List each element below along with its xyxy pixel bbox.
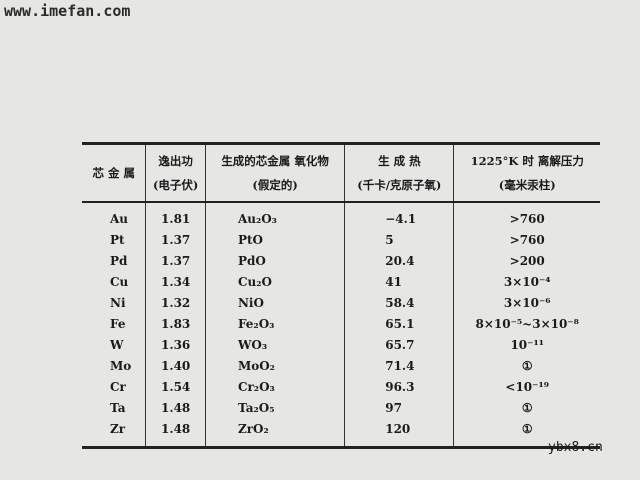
table-cell: Au: [110, 212, 129, 226]
table-cell: >760: [453, 229, 600, 251]
header-unit: (千卡/克原子氧): [357, 177, 442, 192]
table-cell: 5: [344, 229, 454, 251]
table-cell: 96.3: [344, 376, 454, 398]
column-header: 生成的芯金属 氧化物 (假定的): [204, 143, 345, 202]
header-title: 1225°K 时 离解压力: [470, 153, 584, 168]
table-cell: NiO: [204, 292, 345, 314]
table-cell: 8×10⁻⁵~3×10⁻⁸: [453, 313, 600, 335]
table-cell: <10⁻¹⁹: [453, 376, 600, 398]
table-cell: ZrO₂: [204, 418, 345, 447]
header-unit: (电子伏): [152, 177, 199, 192]
table-cell: Ta₂O₅: [204, 397, 345, 419]
header-title: 生 成 热: [378, 153, 421, 168]
table-cell: 3×10⁻⁶: [453, 292, 600, 314]
header-unit: (毫米汞柱): [498, 177, 556, 192]
table-cell: −4.1: [344, 201, 454, 230]
table-cell: 1.37: [145, 250, 206, 272]
table-cell: Fe: [110, 317, 126, 331]
table-row: Mo 1.40 MoO₂ 71.4 ①: [82, 355, 600, 377]
table-cell: 10⁻¹¹: [453, 334, 600, 356]
header-row: 芯 金 属 逸出功 (电子伏) 生成的芯金属 氧化物 (假定的) 生 成 热 (千卡/克原子…: [82, 143, 600, 202]
header-unit: (假定的): [252, 177, 298, 192]
header-title: 逸出功: [158, 153, 193, 168]
table-cell: 20.4: [344, 250, 454, 272]
table-cell: Mo: [110, 359, 132, 373]
table-cell: PdO: [204, 250, 345, 272]
table-row: Pd 1.37 PdO 20.4 >200: [82, 250, 600, 272]
table-cell: 65.1: [344, 313, 454, 335]
table-row: Au 1.81 Au₂O₃ −4.1 >760: [82, 201, 600, 230]
table-cell: Zr: [110, 422, 126, 436]
table-cell: 1.83: [145, 313, 206, 335]
table-cell: 41: [344, 271, 454, 293]
metal-oxide-table: 芯 金 属 逸出功 (电子伏) 生成的芯金属 氧化物 (假定的) 生 成 热 (千卡/克原子…: [82, 142, 600, 449]
watermark-top: www.imefan.com: [4, 2, 131, 20]
table-cell: 1.81: [145, 201, 206, 230]
column-header: 生 成 热 (千卡/克原子氧): [344, 143, 454, 202]
watermark-bottom: ybx8.cn: [548, 440, 603, 455]
table-cell: 1.48: [145, 397, 206, 419]
table-cell: Fe₂O₃: [204, 313, 345, 335]
table-cell: 1.54: [145, 376, 206, 398]
table-row: Zr 1.48 ZrO₂ 120 ①: [82, 418, 600, 447]
table-cell: ①: [453, 355, 600, 377]
table-cell: >200: [453, 250, 600, 272]
header-title: 生成的芯金属 氧化物: [221, 153, 329, 168]
table-row: Fe 1.83 Fe₂O₃ 65.1 8×10⁻⁵~3×10⁻⁸: [82, 313, 600, 335]
table-cell: 1.48: [145, 418, 206, 447]
table-row: Cu 1.34 Cu₂O 41 3×10⁻⁴: [82, 271, 600, 293]
table-cell: Ni: [110, 296, 126, 310]
table-body: Au 1.81 Au₂O₃ −4.1 >760 Pt 1.37 PtO 5 >760 Pd 1.37 P…: [82, 201, 600, 447]
table-cell: ①: [453, 418, 600, 447]
table-cell: 58.4: [344, 292, 454, 314]
table-cell: W: [110, 338, 124, 352]
header-title: 芯 金 属: [92, 165, 135, 180]
table-cell: PtO: [204, 229, 345, 251]
table-cell: WO₃: [204, 334, 345, 356]
table-cell: Au₂O₃: [204, 201, 345, 230]
table-cell: MoO₂: [204, 355, 345, 377]
table-cell: >760: [453, 201, 600, 230]
table-cell: 1.32: [145, 292, 206, 314]
column-header: 芯 金 属: [82, 144, 146, 202]
table-cell: Cr₂O₃: [204, 376, 345, 398]
table-cell: 71.4: [344, 355, 454, 377]
table-cell: Ta: [110, 401, 126, 415]
table-cell: Pt: [110, 233, 125, 247]
table-row: Pt 1.37 PtO 5 >760: [82, 229, 600, 251]
table-row: Ta 1.48 Ta₂O₅ 97 ①: [82, 397, 600, 419]
table-cell: 65.7: [344, 334, 454, 356]
table-cell: Cu: [110, 275, 129, 289]
column-header: 逸出功 (电子伏): [145, 143, 206, 202]
table-cell: 120: [344, 418, 454, 447]
table-cell: 97: [344, 397, 454, 419]
table-row: Cr 1.54 Cr₂O₃ 96.3 <10⁻¹⁹: [82, 376, 600, 398]
table-cell: Pd: [110, 254, 128, 268]
table-cell: ①: [453, 397, 600, 419]
table-cell: Cu₂O: [204, 271, 345, 293]
table-row: W 1.36 WO₃ 65.7 10⁻¹¹: [82, 334, 600, 356]
table-cell: Cr: [110, 380, 126, 394]
table-row: Ni 1.32 NiO 58.4 3×10⁻⁶: [82, 292, 600, 314]
table-cell: 1.36: [145, 334, 206, 356]
table-cell: 1.37: [145, 229, 206, 251]
column-header: 1225°K 时 离解压力 (毫米汞柱): [453, 143, 600, 202]
table-cell: 1.34: [145, 271, 206, 293]
table-cell: 3×10⁻⁴: [453, 271, 600, 293]
table-cell: 1.40: [145, 355, 206, 377]
